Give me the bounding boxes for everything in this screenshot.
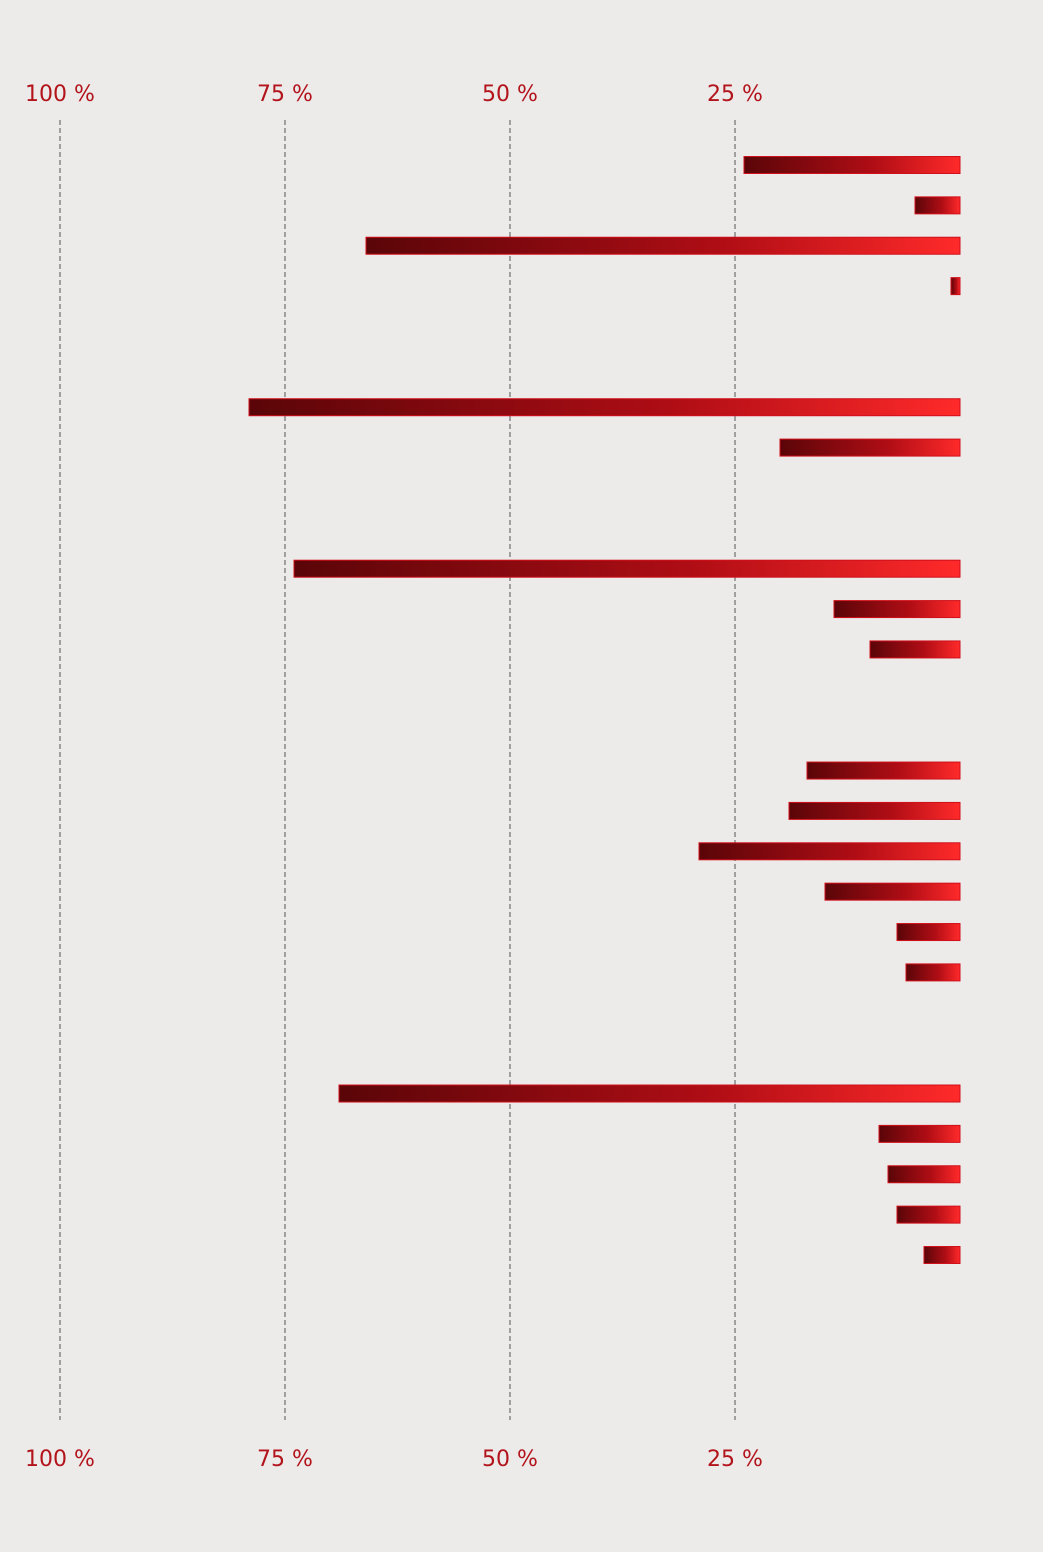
bar: [293, 559, 961, 578]
bar: [788, 801, 961, 820]
bar: [923, 1246, 961, 1264]
x-tick-label-top: 25 %: [707, 82, 763, 107]
bar: [806, 761, 961, 780]
bar: [869, 640, 961, 659]
x-tick-label-bottom: 50 %: [482, 1447, 538, 1472]
x-tick-label-top: 100 %: [25, 82, 95, 107]
x-tick-label-bottom: 100 %: [25, 1447, 95, 1472]
bar: [248, 398, 961, 417]
bar: [743, 156, 961, 174]
bar: [896, 923, 961, 942]
bar: [896, 1205, 961, 1224]
bar: [779, 438, 961, 457]
bar: [833, 600, 961, 619]
bar: [950, 277, 961, 296]
x-tick-label-bottom: 25 %: [707, 1447, 763, 1472]
bar: [887, 1165, 961, 1184]
bar: [338, 1084, 961, 1103]
x-tick-label-top: 50 %: [482, 82, 538, 107]
x-tick-label-top: 75 %: [257, 82, 313, 107]
x-tick-label-bottom: 75 %: [257, 1447, 313, 1472]
bar: [365, 236, 961, 255]
bar: [824, 882, 961, 901]
bar: [698, 842, 961, 861]
bar: [878, 1124, 961, 1143]
bar: [914, 196, 961, 215]
bar: [905, 963, 961, 982]
